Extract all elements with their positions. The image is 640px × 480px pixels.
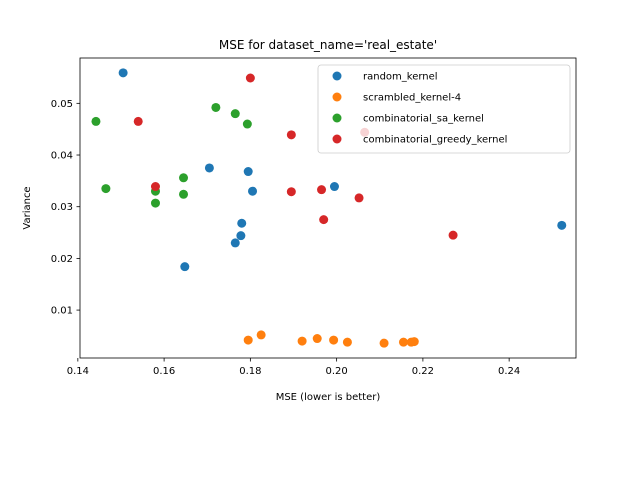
x-tick-label: 0.16 [153,366,175,377]
legend-box [317,64,571,154]
data-point-scrambled-kernel-4 [329,335,339,345]
x-tick-label: 0.14 [67,366,89,377]
data-point-scrambled-kernel-4 [243,335,253,345]
data-point-random-kernel [118,68,128,78]
data-point-random-kernel [248,186,258,196]
y-tick-label: 0.05 [51,99,73,110]
data-point-combinatorial-sa-kernel [150,198,160,208]
data-point-random-kernel [180,262,190,272]
y-tick-label: 0.04 [51,151,73,162]
ticks-layer: 0.14 0.16 0.18 0.20 0.22 0.24 0.01 0.02 0.03 0.04… [51,99,521,377]
y-tick-label: 0.02 [51,254,73,265]
x-tick-label: 0.20 [325,366,347,377]
legend-label: scrambled_kernel-4 [363,93,461,104]
data-point-random-kernel [230,238,240,248]
x-axis-label: MSE (lower is better) [276,392,381,403]
legend-marker [332,71,342,81]
data-point-combinatorial-greedy-kernel [354,193,364,203]
data-point-combinatorial-sa-kernel [211,102,221,112]
y-tick-label: 0.03 [51,202,73,213]
data-point-combinatorial-sa-kernel [91,116,101,126]
legend-marker [332,92,342,102]
y-axis-label: Variance [22,186,33,229]
data-point-random-kernel [236,231,246,241]
legend: random_kernel scrambled_kernel-4 combinato… [317,64,571,154]
x-tick-label: 0.18 [239,366,261,377]
data-point-random-kernel [329,182,339,192]
data-point-combinatorial-greedy-kernel [150,182,160,192]
plot-frame [79,57,577,359]
data-point-combinatorial-greedy-kernel [133,116,143,126]
data-point-scrambled-kernel-4 [409,337,419,347]
legend-marker [332,134,342,144]
data-point-combinatorial-sa-kernel [242,119,252,129]
data-point-combinatorial-greedy-kernel [245,73,255,83]
data-point-scrambled-kernel-4 [256,330,266,340]
legend-label: combinatorial_sa_kernel [363,114,484,125]
y-tick-label: 0.01 [51,306,73,317]
x-tick-label: 0.24 [498,366,520,377]
data-point-combinatorial-sa-kernel [179,173,189,183]
data-point-scrambled-kernel-4 [342,337,352,347]
data-point-scrambled-kernel-4 [398,337,408,347]
data-point-combinatorial-sa-kernel [179,189,189,199]
data-point-combinatorial-greedy-kernel [319,215,329,225]
data-point-combinatorial-greedy-kernel [448,230,458,240]
data-point-combinatorial-greedy-kernel [286,130,296,140]
legend-marker [332,113,342,123]
legend-label: random_kernel [363,72,438,83]
data-point-random-kernel [237,218,247,228]
data-point-scrambled-kernel-4 [297,336,307,346]
chart-title: MSE for dataset_name='real_estate' [219,38,437,52]
legend-label: combinatorial_greedy_kernel [363,135,507,146]
data-point-random-kernel [243,167,253,177]
data-point-combinatorial-greedy-kernel [286,187,296,197]
data-point-combinatorial-sa-kernel [230,109,240,119]
data-point-combinatorial-sa-kernel [101,184,111,194]
data-point-random-kernel [204,163,214,173]
data-point-scrambled-kernel-4 [312,334,322,344]
x-tick-label: 0.22 [412,366,434,377]
data-point-combinatorial-greedy-kernel [317,185,327,195]
data-point-random-kernel [557,220,567,230]
points-layer [91,68,567,348]
data-point-scrambled-kernel-4 [379,338,389,348]
